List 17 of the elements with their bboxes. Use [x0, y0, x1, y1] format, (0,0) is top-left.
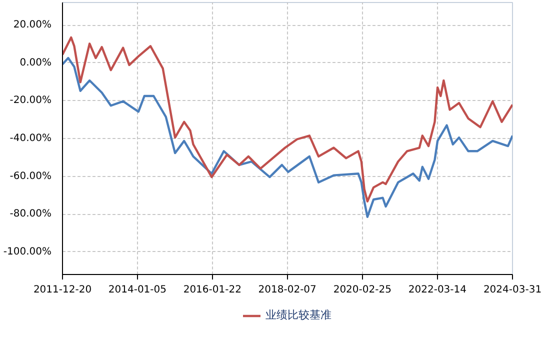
- legend-label: 业绩比较基准: [266, 308, 332, 322]
- y-tick-label: -40.00%: [10, 133, 52, 144]
- x-tick-label: 2016-01-22: [183, 284, 242, 296]
- x-tick-label: 2024-03-31: [483, 284, 542, 296]
- y-tick-label: -100.00%: [3, 246, 52, 258]
- x-tick-label: 2011-12-20: [33, 284, 92, 296]
- line-series: [62, 56, 512, 218]
- y-tick-label: -80.00%: [10, 208, 52, 220]
- x-tick-label: 2014-01-05: [108, 284, 167, 296]
- x-tick-label: 2020-02-25: [333, 284, 392, 296]
- y-tick-label: 0.00%: [20, 57, 52, 68]
- line-series: [62, 36, 512, 202]
- y-tick-label: -60.00%: [10, 170, 52, 182]
- x-tick-label: 2022-03-14: [408, 284, 467, 296]
- x-tick-label: 2018-02-07: [258, 284, 316, 296]
- y-tick-label: -20.00%: [10, 95, 52, 106]
- y-tick-label: 20.00%: [13, 20, 52, 31]
